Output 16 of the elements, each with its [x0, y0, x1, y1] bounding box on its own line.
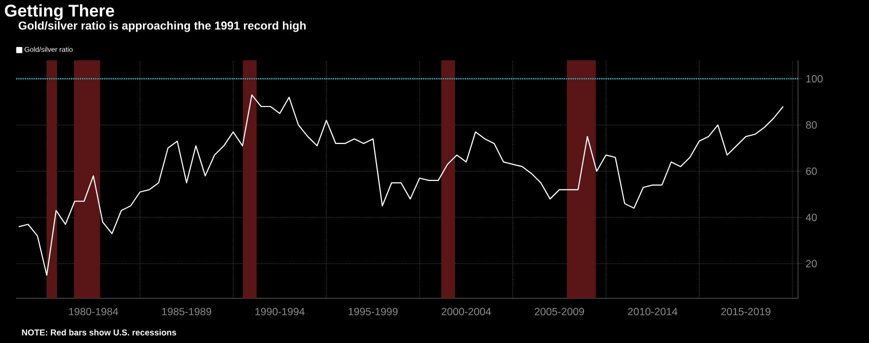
x-tick-label: 1985-1989: [162, 308, 212, 316]
y-tick-label: 20: [806, 260, 817, 268]
chart-subtitle: Gold/silver ratio is approaching the 1991 record high: [18, 21, 306, 32]
x-tick-label: 1980-1984: [69, 308, 118, 316]
chart-title: Getting There: [4, 4, 114, 20]
x-tick-label: 2010-2014: [628, 308, 678, 316]
y-tick-label: 100: [806, 75, 823, 83]
y-tick-label: 60: [806, 168, 817, 175]
x-tick-label: 2000-2004: [442, 308, 491, 316]
y-tick-label: 40: [806, 214, 817, 222]
x-tick-label: 1990-1994: [255, 308, 305, 316]
x-tick-label: 1995-1999: [348, 308, 398, 316]
x-tick-label: 2005-2009: [534, 308, 584, 316]
y-tick-label: 80: [806, 121, 817, 129]
x-tick-label: 2015-2019: [721, 308, 770, 316]
text: NOTE: Red bars show U.S. recessions: [22, 329, 176, 336]
